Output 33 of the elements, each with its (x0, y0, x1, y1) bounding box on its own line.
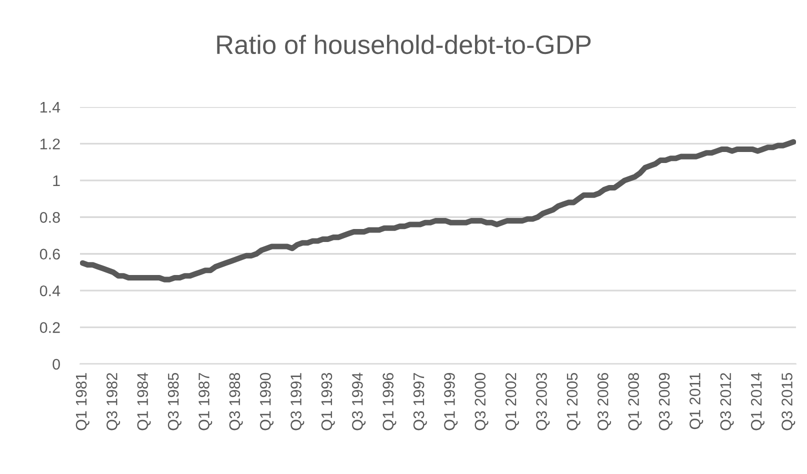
y-tick-label: 1 (53, 175, 60, 186)
x-tick-label: Q3 2003 (536, 373, 550, 430)
x-tick-label: Q3 1991 (290, 373, 304, 430)
x-tick-label: Q1 1993 (321, 373, 335, 430)
y-tick-label: 0 (52, 358, 60, 370)
x-tick-label: Q1 1987 (198, 373, 212, 430)
x-tick-label: Q1 2008 (628, 372, 642, 430)
x-tick-label: Q3 2009 (658, 373, 672, 430)
x-tick-label: Q3 1994 (352, 372, 366, 430)
x-tick-label: Q1 1999 (444, 373, 458, 430)
x-tick-label: Q3 2015 (782, 372, 796, 430)
chart-title: Ratio of household-debt-to-GDP (217, 34, 591, 54)
y-tick-label: 0.6 (40, 248, 60, 260)
y-tick-label: 0.4 (40, 285, 60, 296)
x-tick-label: Q1 1996 (382, 373, 396, 430)
y-tick-label: 0.2 (40, 322, 60, 333)
y-tick-label: 0.8 (40, 212, 60, 223)
x-tick-label: Q1 2002 (505, 373, 519, 430)
x-tick-label: Q1 2014 (750, 372, 764, 430)
x-tick-label: Q1 1990 (260, 372, 274, 430)
y-tick-label: 1.2 (40, 138, 60, 150)
x-tick-label: Q1 1981 (76, 373, 90, 430)
x-tick-label: Q3 1985 (168, 372, 182, 430)
y-tick-label: 1.4 (40, 102, 60, 113)
x-tick-label: Q1 1984 (137, 372, 151, 430)
x-tick-label: Q1 2011 (690, 373, 704, 430)
x-tick-label: Q1 2005 (566, 372, 580, 430)
x-tick-label: Q3 1988 (229, 372, 243, 430)
x-tick-label: Q3 2006 (597, 373, 612, 430)
x-tick-label: Q3 2000 (474, 372, 488, 430)
x-tick-label: Q3 2012 (720, 373, 734, 430)
x-tick-label: Q3 1997 (413, 373, 427, 430)
x-tick-label: Q3 1982 (106, 373, 120, 430)
